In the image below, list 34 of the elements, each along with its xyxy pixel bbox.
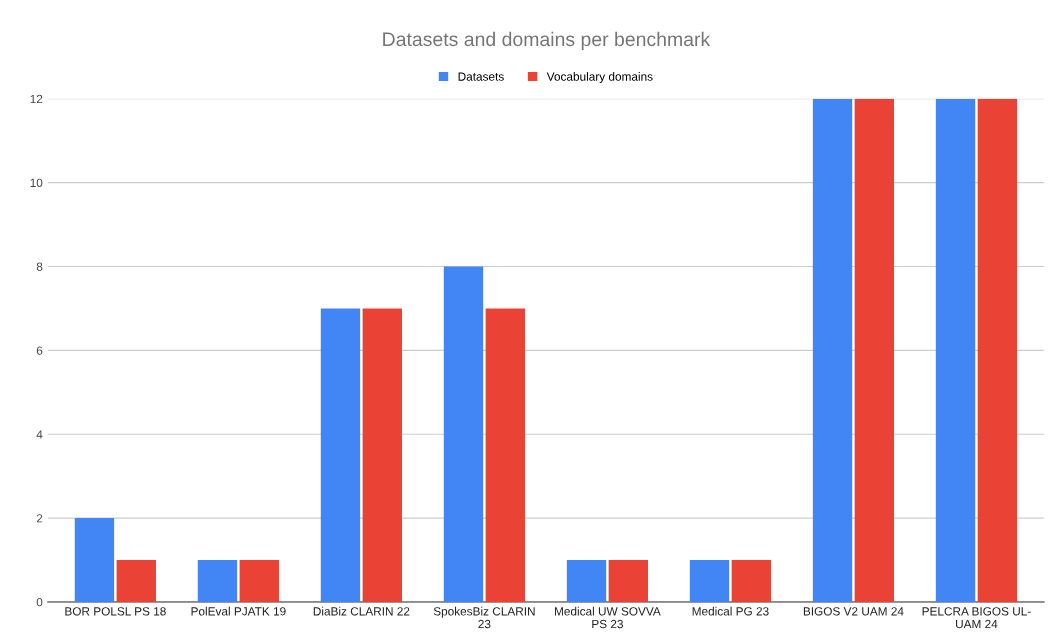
- bar: [485, 308, 525, 602]
- y-tick-label: 8: [36, 262, 43, 271]
- x-tick-label: Medical PG 23: [692, 606, 769, 616]
- y-tick-label: 4: [36, 430, 43, 439]
- bar: [977, 98, 1018, 602]
- bar: [239, 560, 279, 602]
- bar: [443, 266, 484, 602]
- x-tick-label: SpokesBiz CLARIN 23: [433, 606, 535, 629]
- x-tick-label: PolEval PJATK 19: [191, 606, 286, 616]
- bar: [812, 98, 853, 602]
- bar: [74, 518, 115, 602]
- legend-label: Datasets: [458, 72, 504, 81]
- bar: [362, 308, 402, 602]
- bar: [320, 308, 361, 602]
- legend-label: Vocabulary domains: [546, 72, 653, 84]
- y-tick-label: 2: [36, 514, 43, 523]
- x-tick-label: DiaBiz CLARIN 22: [313, 606, 410, 616]
- y-tick-label: 12: [30, 94, 43, 104]
- bar: [608, 560, 648, 602]
- bar: [197, 560, 238, 602]
- bar: [566, 560, 607, 602]
- y-tick-label: 0: [36, 598, 43, 607]
- x-tick-label: BOR POLSL PS 18: [65, 607, 166, 616]
- x-tick-label: Medical UW SOVVA PS 23: [555, 606, 661, 629]
- x-tick-label: BIGOS V2 UAM 24: [803, 607, 904, 616]
- bar: [854, 98, 895, 602]
- x-tick-label: PELCRA BIGOS UL- UAM 24: [922, 607, 1031, 629]
- y-tick-label: 10: [30, 178, 43, 187]
- bar: [689, 560, 730, 602]
- chart-title: Datasets and domains per benchmark: [383, 31, 711, 50]
- bar: [116, 560, 156, 602]
- bar: [935, 98, 976, 602]
- bar: [731, 560, 772, 602]
- y-tick-label: 6: [36, 346, 43, 355]
